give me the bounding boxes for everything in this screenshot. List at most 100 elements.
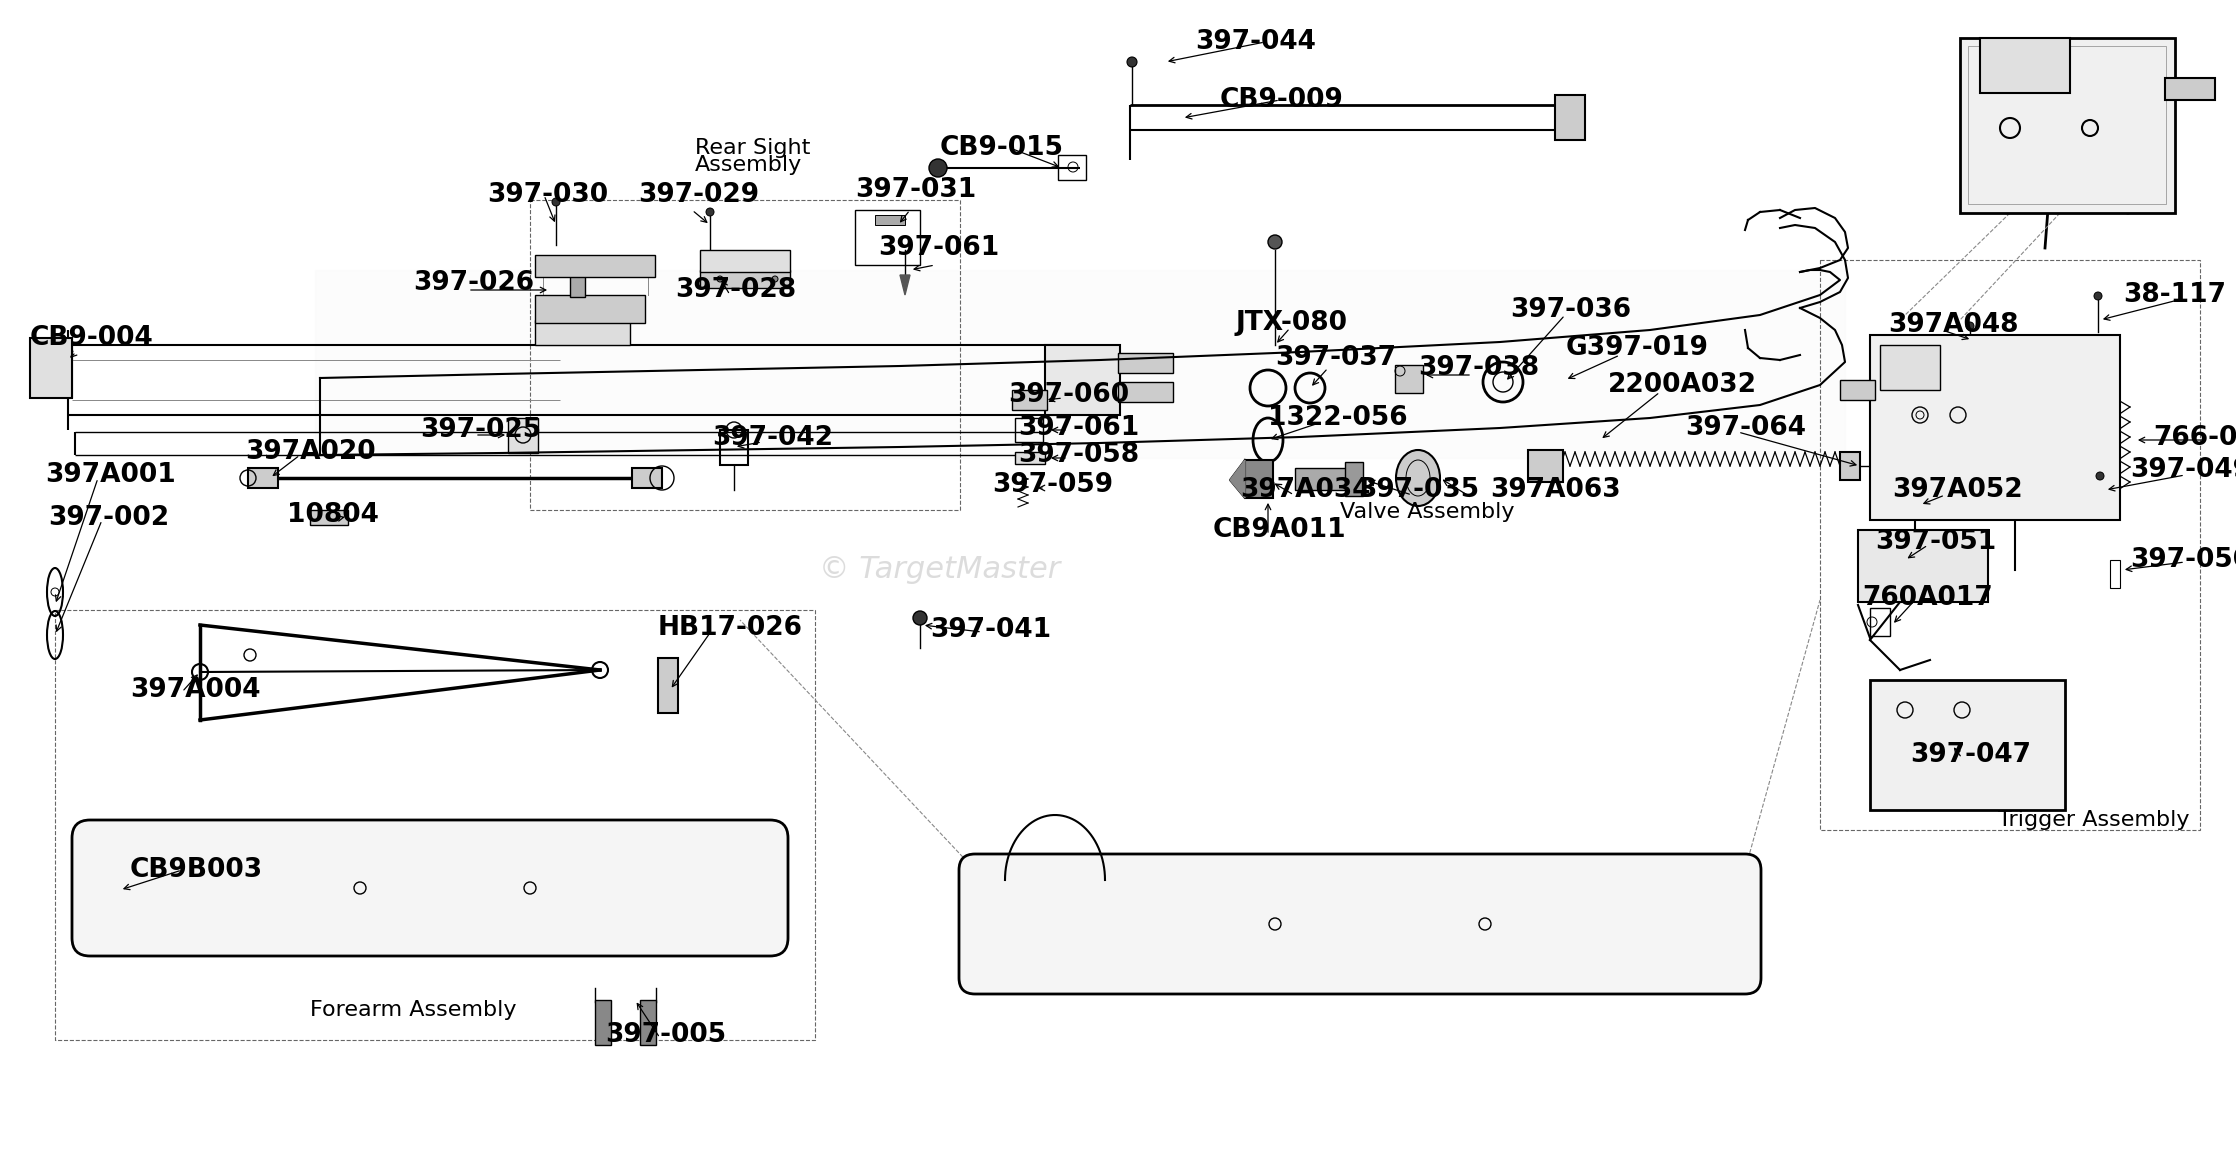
Ellipse shape [1268, 235, 1281, 250]
Bar [1295, 468, 1351, 490]
Text: 397-031: 397-031 [854, 177, 977, 204]
Bar [1869, 335, 2120, 520]
Text: CB9B003: CB9B003 [130, 857, 264, 883]
Text: 38-117: 38-117 [2122, 282, 2227, 308]
Bar [700, 270, 789, 288]
Ellipse shape [2093, 292, 2102, 300]
Bar [530, 200, 959, 509]
Text: 397-035: 397-035 [1357, 477, 1480, 503]
Bar [1869, 680, 2066, 810]
Text: HB17-026: HB17-026 [657, 615, 803, 641]
Ellipse shape [552, 198, 559, 206]
Text: 397-030: 397-030 [487, 182, 608, 208]
Text: G397-019: G397-019 [1565, 335, 1708, 361]
Bar [56, 610, 814, 1040]
Text: 397-058: 397-058 [1017, 442, 1138, 468]
Bar [1527, 450, 1563, 482]
Bar [1820, 260, 2200, 830]
Bar [720, 430, 749, 465]
Text: Trigger Assembly: Trigger Assembly [1999, 810, 2189, 830]
Text: 397-025: 397-025 [420, 417, 541, 443]
Bar [248, 468, 277, 488]
Bar [854, 210, 919, 264]
Ellipse shape [1395, 450, 1440, 506]
Bar [633, 468, 662, 488]
Text: 397A004: 397A004 [130, 677, 262, 703]
Text: 397-036: 397-036 [1509, 297, 1630, 323]
Text: 397-050: 397-050 [2131, 547, 2236, 573]
Bar [570, 275, 586, 297]
Polygon shape [901, 275, 910, 296]
Ellipse shape [707, 208, 713, 216]
Bar [1118, 353, 1174, 373]
Text: 397-061: 397-061 [1017, 415, 1140, 440]
Text: 397-064: 397-064 [1686, 415, 1807, 440]
Bar [874, 215, 906, 225]
Bar [1840, 452, 1860, 480]
Text: 397-061: 397-061 [879, 235, 999, 261]
Text: CB9-004: CB9-004 [29, 325, 154, 351]
FancyBboxPatch shape [959, 854, 1762, 994]
Text: Assembly: Assembly [695, 155, 803, 175]
Text: 397A052: 397A052 [1892, 477, 2024, 503]
Bar [639, 1000, 655, 1045]
Bar [1058, 155, 1087, 181]
Text: Rear Sight: Rear Sight [695, 138, 809, 158]
Bar [657, 658, 678, 713]
Bar [1880, 345, 1941, 390]
Text: CB9A011: CB9A011 [1212, 518, 1346, 543]
Text: © TargetMaster: © TargetMaster [818, 555, 1060, 584]
Bar [2111, 560, 2120, 588]
Bar [508, 417, 539, 453]
Text: 397-059: 397-059 [993, 472, 1114, 498]
Bar [1015, 417, 1042, 442]
Ellipse shape [1127, 58, 1136, 67]
Bar [1869, 608, 1889, 636]
Ellipse shape [718, 276, 722, 282]
Text: 397A048: 397A048 [1887, 312, 2019, 338]
Text: 397-044: 397-044 [1194, 29, 1315, 55]
Text: JTX-080: JTX-080 [1237, 310, 1348, 336]
Text: 397A034: 397A034 [1241, 477, 1371, 503]
Text: 397-029: 397-029 [637, 182, 760, 208]
Text: 397-060: 397-060 [1008, 382, 1129, 408]
Bar [1395, 365, 1422, 393]
Bar [311, 509, 349, 526]
Bar [1554, 95, 1585, 140]
Text: 397-037: 397-037 [1275, 345, 1395, 371]
Text: CB9-015: CB9-015 [939, 135, 1064, 161]
Ellipse shape [912, 611, 928, 624]
Ellipse shape [928, 159, 948, 177]
Bar [534, 296, 644, 323]
Bar [1346, 462, 1364, 496]
Text: 1322-056: 1322-056 [1268, 405, 1409, 431]
Text: CB9-009: CB9-009 [1221, 87, 1344, 113]
Text: 766-091: 766-091 [2153, 426, 2236, 451]
Bar [1245, 460, 1272, 498]
Bar [700, 250, 789, 273]
Bar [1961, 38, 2176, 213]
Text: 397-049: 397-049 [2131, 457, 2236, 483]
Text: 2200A032: 2200A032 [1608, 371, 1757, 398]
Ellipse shape [771, 276, 778, 282]
Text: 10804: 10804 [286, 503, 378, 528]
Text: 397-041: 397-041 [930, 618, 1051, 643]
Text: 397A001: 397A001 [45, 462, 177, 488]
Text: Forearm Assembly: Forearm Assembly [311, 1000, 517, 1020]
Text: 760A017: 760A017 [1863, 585, 1992, 611]
FancyBboxPatch shape [72, 820, 787, 956]
Polygon shape [1230, 460, 1245, 498]
Text: Valve Assembly: Valve Assembly [1339, 503, 1514, 522]
Bar [534, 255, 655, 277]
Text: 397-051: 397-051 [1876, 529, 1997, 555]
Text: 397-002: 397-002 [47, 505, 170, 531]
Text: 397-005: 397-005 [606, 1022, 727, 1048]
Ellipse shape [1965, 322, 1974, 330]
Text: 397-028: 397-028 [675, 277, 796, 302]
Bar [1015, 452, 1044, 463]
Bar [534, 320, 631, 345]
Text: 397A063: 397A063 [1489, 477, 1621, 503]
Text: 397-042: 397-042 [711, 426, 834, 451]
Bar [29, 338, 72, 398]
Bar [2164, 78, 2216, 100]
